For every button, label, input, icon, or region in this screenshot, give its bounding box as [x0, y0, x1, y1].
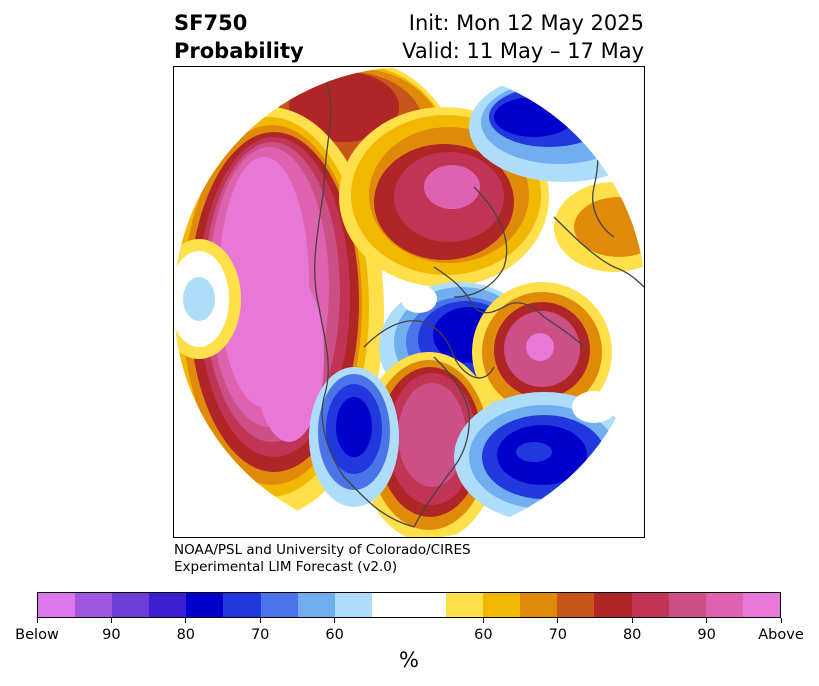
probability-map — [174, 67, 644, 537]
colorbar-tick-label: 70 — [548, 627, 568, 643]
colorbar-cell — [149, 593, 187, 617]
map-panel — [173, 66, 645, 538]
colorbar-tick — [334, 618, 336, 623]
variable-type: Probability — [174, 39, 304, 63]
colorbar-cell — [223, 593, 261, 617]
colorbar-cell — [75, 593, 113, 617]
colorbar-tick-label: 60 — [474, 627, 493, 643]
colorbar-cell — [297, 593, 335, 617]
colorbar-cell — [594, 593, 632, 617]
anomaly-hawaii-below — [174, 239, 241, 359]
init-date: Init: Mon 12 May 2025 — [408, 11, 644, 35]
variable-name: SF750 — [174, 11, 248, 35]
colorbar-cell — [520, 593, 558, 617]
colorbar-cell — [260, 593, 298, 617]
forecast-dates: Init: Mon 12 May 2025 Valid: 11 May – 17… — [370, 9, 644, 65]
colorbar-tick — [780, 618, 782, 623]
colorbar-cell — [371, 593, 409, 617]
colorbar-tick — [482, 618, 484, 623]
credit-text: NOAA/PSL and University of Colorado/CIRE… — [174, 542, 471, 576]
colorbar-cell — [668, 593, 706, 617]
colorbar-units: % — [399, 648, 419, 672]
map-title: SF750 Probability — [174, 9, 304, 65]
colorbar-tick-label: 80 — [176, 627, 196, 643]
colorbar-tick — [631, 618, 633, 623]
colorbar-cell — [557, 593, 595, 617]
colorbar-tick-label: 60 — [325, 627, 344, 643]
colorbar-tick — [36, 618, 38, 623]
colorbar — [37, 592, 781, 618]
anomaly-europe-above — [472, 282, 612, 422]
colorbar-tick-label: 70 — [250, 627, 270, 643]
colorbar-cell — [38, 593, 76, 617]
colorbar-tick — [259, 618, 261, 623]
colorbar-tick — [185, 618, 187, 623]
colorbar-cell — [334, 593, 372, 617]
colorbar-tick-label: 90 — [697, 627, 716, 643]
colorbar-cell — [483, 593, 521, 617]
colorbar-cell — [186, 593, 224, 617]
anomaly-southern-us-above — [359, 352, 499, 537]
colorbar-tick-label: Below — [15, 627, 59, 643]
credit-line-2: Experimental LIM Forecast (v2.0) — [174, 559, 398, 575]
colorbar-cell — [705, 593, 743, 617]
credit-line-1: NOAA/PSL and University of Colorado/CIRE… — [174, 542, 471, 558]
colorbar-tick-label: 90 — [102, 627, 121, 643]
colorbar-tick — [110, 618, 112, 623]
anomaly-western-us-below — [309, 367, 399, 507]
valid-range: Valid: 11 May – 17 May — [402, 39, 644, 63]
colorbar-cell — [742, 593, 780, 617]
colorbar-cell — [446, 593, 484, 617]
colorbar-tick-label: Above — [758, 627, 804, 643]
colorbar-cell — [408, 593, 447, 617]
colorbar-tick — [557, 618, 559, 623]
colorbar-cell — [631, 593, 669, 617]
colorbar-tick-label: 80 — [622, 627, 642, 643]
colorbar-tick — [706, 618, 708, 623]
colorbar-cell — [112, 593, 150, 617]
